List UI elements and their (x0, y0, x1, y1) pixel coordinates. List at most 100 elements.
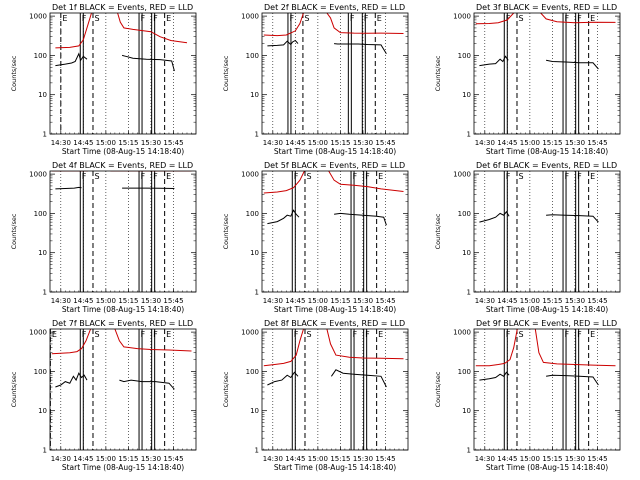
event-marker-label: F (565, 14, 570, 23)
x-tick-label: 14:30 (475, 455, 495, 463)
event-marker-label: F (141, 172, 146, 181)
x-tick-label: 14:45 (73, 297, 93, 305)
series-line-events (55, 372, 175, 390)
x-tick-label: 15:15 (118, 139, 138, 147)
x-tick-label: 14:30 (475, 297, 495, 305)
x-tick-label: 14:45 (497, 297, 517, 305)
y-axis-label: Counts/sec (222, 55, 230, 91)
series-line-lld (475, 13, 616, 25)
x-tick-label: 15:00 (520, 297, 540, 305)
plot-frame (49, 170, 197, 293)
x-tick-label: 15:00 (308, 455, 328, 463)
y-tick-label: 100 (246, 52, 259, 60)
event-marker-label: F (82, 14, 87, 23)
plot-frame (473, 328, 621, 451)
y-tick-label: 1 (467, 289, 471, 297)
x-axis-label: Start Time (08-Aug-15 14:18:40) (486, 305, 608, 314)
panel-6: Det 6f BLACK = Events, RED = LLD Counts/s… (434, 161, 621, 314)
x-tick-label: 15:45 (587, 139, 607, 147)
y-tick-label: 1 (467, 447, 471, 455)
event-marker-label: S (518, 172, 523, 181)
series-line-events (479, 55, 599, 70)
y-tick-label: 1000 (29, 171, 47, 179)
panel-title: Det 5f BLACK = Events, RED = LLD (264, 161, 405, 170)
x-tick-label: 15:00 (96, 297, 116, 305)
event-marker-label: E (166, 172, 171, 181)
x-axis-label: Start Time (08-Aug-15 14:18:40) (486, 147, 608, 156)
event-marker-label: F (565, 172, 570, 181)
y-tick-label: 1000 (453, 13, 471, 21)
event-marker-label: F (506, 330, 511, 339)
x-tick-label: 14:30 (51, 297, 71, 305)
x-tick-label: 15:15 (330, 297, 350, 305)
series-line-events (267, 369, 387, 388)
y-tick-label: 10 (462, 407, 471, 415)
x-tick-label: 14:45 (497, 455, 517, 463)
event-marker-label: F (506, 172, 511, 181)
event-marker-label: F (364, 14, 369, 23)
event-marker-label: S (94, 14, 99, 23)
plot-frame (473, 12, 621, 135)
x-tick-label: 15:30 (141, 455, 161, 463)
x-tick-label: 14:45 (285, 297, 305, 305)
x-tick-label: 15:45 (587, 455, 607, 463)
event-marker-label: E (378, 172, 383, 181)
y-tick-label: 100 (458, 210, 471, 218)
y-axis-label: Counts/sec (222, 371, 230, 407)
event-marker-label: S (94, 172, 99, 181)
event-marker-label: E (590, 14, 595, 23)
y-tick-label: 1000 (241, 171, 259, 179)
x-tick-label: 15:30 (565, 297, 585, 305)
x-tick-label: 15:15 (118, 297, 138, 305)
y-tick-label: 1 (255, 289, 259, 297)
x-tick-label: 15:00 (308, 297, 328, 305)
event-marker-label: F (365, 330, 370, 339)
x-tick-label: 14:30 (263, 455, 283, 463)
y-axis-label: Counts/sec (434, 55, 442, 91)
event-marker-label: F (294, 330, 299, 339)
y-tick-label: 100 (246, 210, 259, 218)
y-tick-label: 100 (246, 368, 259, 376)
y-tick-label: 10 (250, 407, 259, 415)
x-axis-label: Start Time (08-Aug-15 14:18:40) (274, 305, 396, 314)
x-tick-label: 14:30 (263, 139, 283, 147)
series-line-lld (51, 329, 192, 355)
x-tick-label: 15:30 (353, 139, 373, 147)
y-tick-label: 1000 (241, 329, 259, 337)
series-line-events (479, 371, 599, 386)
y-tick-label: 1000 (29, 13, 47, 21)
panel-title: Det 3f BLACK = Events, RED = LLD (476, 3, 617, 12)
x-tick-label: 15:45 (375, 139, 395, 147)
event-marker-label: F (565, 330, 570, 339)
event-marker-label: E (590, 330, 595, 339)
panel-title: Det 4f BLACK = Events, RED = LLD (52, 161, 193, 170)
x-tick-label: 15:30 (353, 455, 373, 463)
plot-frame (261, 328, 409, 451)
plot-frame (473, 170, 621, 293)
y-tick-label: 100 (34, 210, 47, 218)
event-marker-label: F (353, 172, 358, 181)
y-tick-label: 1000 (453, 329, 471, 337)
y-tick-label: 1 (43, 447, 47, 455)
event-marker-label: F (365, 172, 370, 181)
series-line-events (479, 210, 599, 223)
y-tick-label: 10 (462, 249, 471, 257)
y-tick-label: 10 (38, 249, 47, 257)
series-line-events (55, 186, 175, 190)
y-tick-label: 10 (250, 249, 259, 257)
x-tick-label: 14:45 (285, 139, 305, 147)
x-tick-label: 14:45 (73, 139, 93, 147)
y-tick-label: 10 (38, 407, 47, 415)
event-marker-label: F (577, 330, 582, 339)
panel-title: Det 1f BLACK = Events, RED = LLD (52, 3, 193, 12)
event-marker-label: F (289, 14, 294, 23)
event-marker-label: F (577, 172, 582, 181)
event-marker-label: E (62, 14, 67, 23)
plot-frame (261, 170, 409, 293)
panel-title: Det 6f BLACK = Events, RED = LLD (476, 161, 617, 170)
event-marker-label: F (141, 330, 146, 339)
x-tick-label: 15:45 (163, 455, 183, 463)
event-marker-label: F (153, 14, 158, 23)
event-marker-label: E (590, 172, 595, 181)
